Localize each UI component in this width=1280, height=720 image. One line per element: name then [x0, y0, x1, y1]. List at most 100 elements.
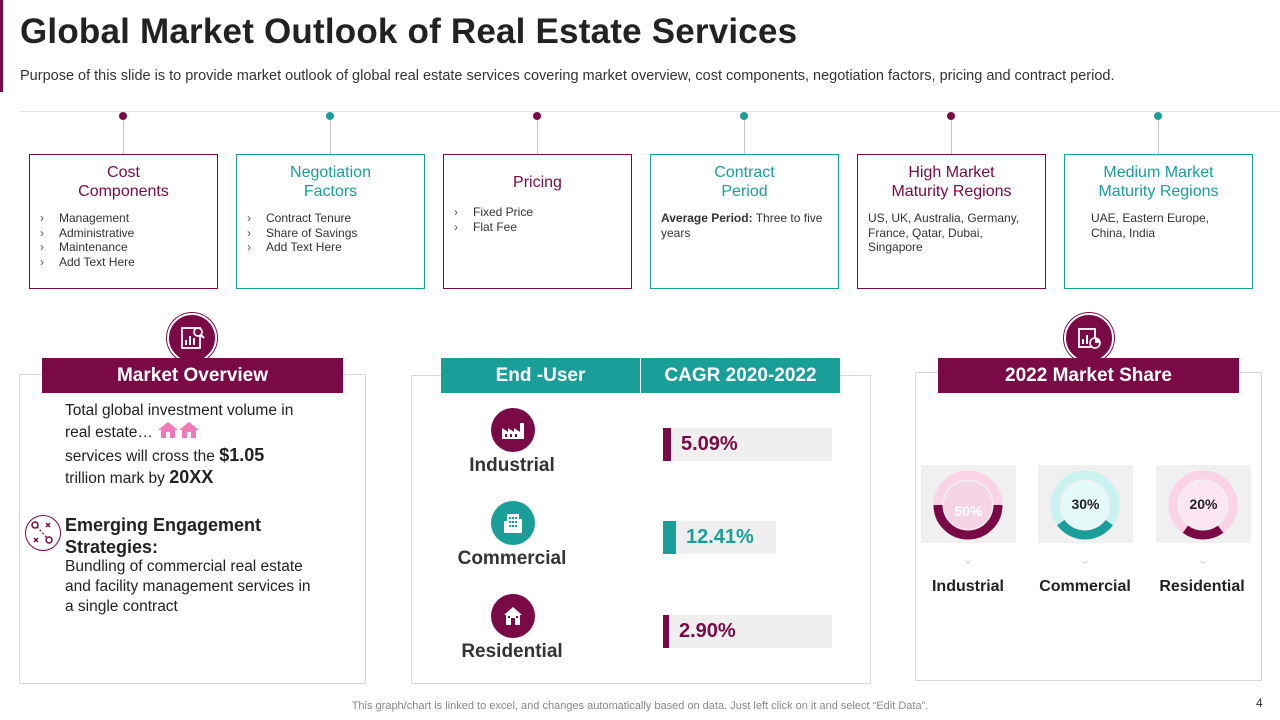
page-subtitle: Purpose of this slide is to provide mark…	[20, 68, 1115, 84]
cagr-bar-label: 12.41%	[686, 526, 754, 548]
list-item: Fixed Price	[454, 205, 631, 220]
card-title: Medium Market Maturity Regions	[1065, 163, 1252, 201]
overview-value: $1.05	[219, 445, 265, 465]
donut-industrial: 50%	[921, 465, 1016, 543]
emerging-strategies-title: Emerging Engagement Strategies:	[65, 515, 262, 557]
card-title-line: Contract	[714, 164, 775, 181]
list-item: Contract Tenure	[247, 211, 424, 226]
end-user-label-residential: Residential	[461, 641, 563, 662]
list-item: Add Text Here	[40, 255, 217, 270]
timeline-stem	[330, 120, 331, 154]
card-title-line: Maturity Regions	[891, 183, 1012, 200]
card-list: Contract Tenure Share of Savings Add Tex…	[247, 211, 424, 255]
card-text: UAE, Eastern Europe, China, India	[1091, 211, 1210, 240]
cagr-bar: 12.41%	[663, 521, 776, 554]
cagr-bar-fill	[663, 615, 669, 648]
office-building-icon	[491, 501, 535, 545]
strategy-icon	[25, 515, 61, 551]
card-medium-maturity-regions: Medium Market Maturity Regions UAE, East…	[1064, 154, 1253, 289]
card-title-line: Cost	[107, 164, 140, 181]
cagr-bar-fill	[663, 521, 676, 554]
end-user-header: End -User	[441, 358, 640, 393]
end-user-label-industrial: Industrial	[469, 455, 555, 476]
donut-value: 30%	[1071, 496, 1100, 512]
card-title-line: Components	[78, 183, 169, 200]
market-share-label-residential: Residential	[1159, 578, 1245, 595]
cagr-bar-fill	[663, 428, 671, 461]
list-item: Share of Savings	[247, 226, 424, 241]
list-item: Administrative	[40, 226, 217, 241]
emerging-strategies-text: Bundling of commercial real estate and f…	[65, 558, 311, 615]
card-text: Average Period: Three to five years	[661, 211, 828, 240]
card-text-value: Three to five years	[661, 211, 823, 240]
card-text-label: Average Period:	[661, 211, 753, 225]
card-title-line: Medium Market	[1103, 164, 1214, 181]
card-title-line: Maturity Regions	[1098, 183, 1219, 200]
timeline-stem	[951, 120, 952, 154]
timeline-dot	[119, 112, 127, 120]
list-item: Add Text Here	[247, 240, 424, 255]
page-title: Global Market Outlook of Real Estate Ser…	[20, 12, 798, 51]
end-user-label-commercial: Commercial	[457, 548, 567, 569]
header-divider	[20, 111, 1280, 112]
timeline-dot	[947, 112, 955, 120]
timeline-dot	[1154, 112, 1162, 120]
donut-residential: 20%	[1156, 465, 1251, 543]
accent-bar	[0, 0, 3, 92]
timeline-stem	[123, 120, 124, 154]
donut-commercial: 30%	[1038, 465, 1133, 543]
donut-fill	[1057, 519, 1113, 540]
chevron-down-icon: ⌄	[1079, 551, 1091, 567]
card-high-maturity-regions: High Market Maturity Regions US, UK, Aus…	[857, 154, 1046, 289]
card-title-line: Factors	[303, 183, 358, 200]
cagr-header: CAGR 2020-2022	[641, 358, 840, 393]
chevron-down-icon: ⌄	[1197, 551, 1209, 567]
donut-fill	[1182, 525, 1224, 540]
overview-year: 20XX	[169, 467, 214, 487]
cagr-bar-label: 2.90%	[679, 620, 736, 642]
cagr-bar-label: 5.09%	[681, 433, 738, 455]
timeline-dot	[326, 112, 334, 120]
donut-value: 50%	[954, 503, 983, 519]
factory-icon	[491, 408, 535, 452]
market-share-label-industrial: Industrial	[931, 578, 1004, 595]
card-title: Contract Period	[651, 163, 838, 201]
footer-note: This graph/chart is linked to excel, and…	[351, 700, 929, 712]
timeline-dot	[740, 112, 748, 120]
timeline-dot	[533, 112, 541, 120]
card-cost-components: Cost Components Management Administrativ…	[29, 154, 218, 289]
pie-chart-icon	[1064, 313, 1114, 363]
card-title: Cost Components	[30, 163, 217, 201]
card-negotiation-factors: Negotiation Factors Contract Tenure Shar…	[236, 154, 425, 289]
overview-line-2: services will cross the	[65, 448, 215, 465]
card-pricing: Pricing Fixed Price Flat Fee	[443, 154, 632, 289]
card-title-line: Period	[721, 183, 768, 200]
timeline-stem	[1158, 120, 1159, 154]
card-title-line: High Market	[908, 164, 995, 181]
card-title: High Market Maturity Regions	[858, 163, 1045, 201]
timeline-stem	[744, 120, 745, 154]
list-item: Flat Fee	[454, 220, 631, 235]
donut-value: 20%	[1189, 496, 1218, 512]
cagr-bar: 2.90%	[663, 615, 832, 648]
chevron-down-icon: ⌄	[962, 551, 974, 567]
donut-fill	[933, 504, 1003, 540]
overview-line-1: Total global investment volume in real e…	[65, 402, 294, 441]
card-list: Management Administrative Maintenance Ad…	[40, 211, 217, 269]
market-overview-header: Market Overview	[42, 358, 343, 393]
list-item: Maintenance	[40, 240, 217, 255]
timeline-stem	[537, 120, 538, 154]
market-share-header: 2022 Market Share	[938, 358, 1239, 393]
cagr-bar: 5.09%	[663, 428, 832, 461]
card-title-line: Negotiation	[290, 164, 371, 181]
page-number: 4	[1256, 696, 1263, 710]
card-text: US, UK, Australia, Germany, France, Qata…	[868, 211, 1020, 254]
house-icon	[491, 594, 535, 638]
market-overview-text: Total global investment volume in real e…	[65, 401, 310, 489]
card-list: Fixed Price Flat Fee	[454, 205, 631, 234]
houses-icon	[157, 421, 201, 445]
card-title: Pricing	[513, 174, 562, 191]
card-contract-period: Contract Period Average Period: Three to…	[650, 154, 839, 289]
card-title: Negotiation Factors	[237, 163, 424, 201]
chart-magnifier-icon	[167, 313, 217, 363]
